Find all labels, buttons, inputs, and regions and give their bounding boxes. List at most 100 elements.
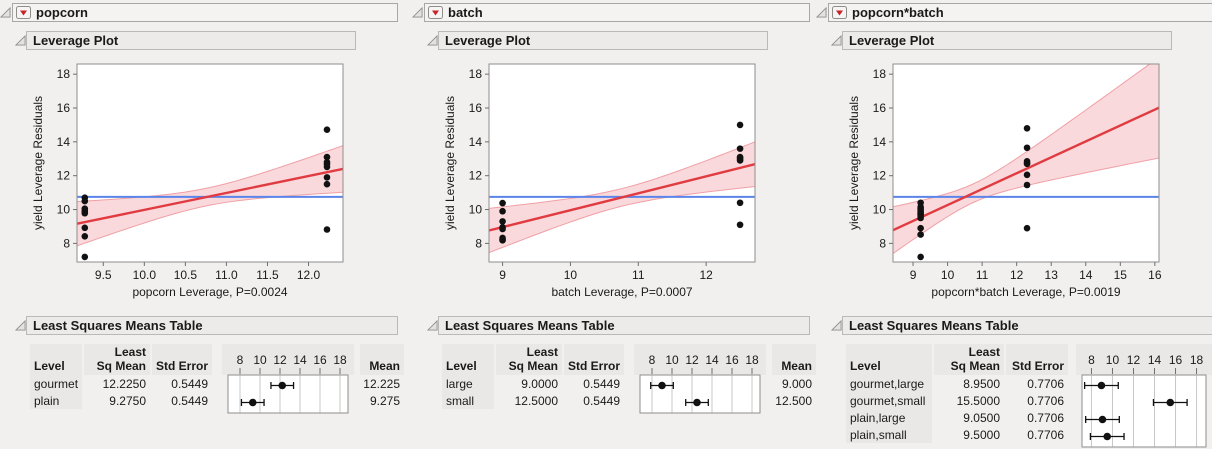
- svg-text:18: 18: [469, 67, 483, 81]
- svg-text:8: 8: [237, 353, 244, 367]
- stderr-cell: 0.5449: [583, 393, 620, 408]
- svg-text:10: 10: [564, 268, 578, 282]
- lsmean-cell: 12.2250: [102, 376, 146, 391]
- svg-text:12: 12: [273, 353, 287, 367]
- level-cell: plain: [30, 392, 82, 409]
- lsm-interval-chart[interactable]: 8 10 12 14 16 18: [222, 344, 354, 415]
- stderr-cell: 0.7706: [1027, 376, 1064, 391]
- red-triangle-menu-button[interactable]: [832, 6, 847, 19]
- column-header-level: Level: [442, 344, 494, 375]
- svg-text:14: 14: [469, 135, 483, 149]
- lsmean-cell: 8.9500: [963, 376, 1000, 391]
- stderr-cell: 0.7706: [1027, 393, 1064, 408]
- section-title: Leverage Plot: [33, 33, 119, 48]
- disclosure-open-icon[interactable]: [831, 35, 842, 46]
- lsmean-cell: 9.2750: [109, 393, 146, 408]
- section-header-leverage-plot[interactable]: Leverage Plot: [438, 31, 768, 50]
- lsmean-cell: 9.5000: [963, 427, 1000, 442]
- svg-text:9.5: 9.5: [95, 268, 112, 282]
- svg-text:yield Leverage Residuals: yield Leverage Residuals: [443, 96, 457, 230]
- lsmean-cell: 9.0500: [963, 410, 1000, 425]
- svg-text:10: 10: [873, 203, 887, 217]
- column-least-sq-mean: Least Sq Mean 9.0000 12.5000: [496, 344, 562, 409]
- disclosure-open-icon[interactable]: [816, 7, 827, 18]
- svg-text:12: 12: [685, 353, 699, 367]
- svg-text:11: 11: [976, 268, 989, 282]
- svg-text:15: 15: [1114, 268, 1128, 282]
- svg-text:13: 13: [1045, 268, 1059, 282]
- svg-text:18: 18: [873, 67, 887, 81]
- level-cell: plain,large: [846, 409, 932, 426]
- level-cell: small: [442, 392, 494, 409]
- svg-text:18: 18: [57, 67, 71, 81]
- lsmean-cell: 15.5000: [956, 393, 1000, 408]
- section-header-leverage-plot[interactable]: Leverage Plot: [26, 31, 356, 50]
- section-header-lsm-table[interactable]: Least Squares Means Table: [438, 316, 810, 335]
- svg-text:11.0: 11.0: [215, 268, 238, 282]
- column-mean: Mean 12.225 9.275: [360, 344, 404, 409]
- svg-text:16: 16: [57, 101, 71, 115]
- svg-text:12: 12: [1127, 353, 1141, 367]
- column-header-level: Level: [30, 344, 82, 375]
- lsm-table: Level gourmet plain Least Sq Mean 12.2250…: [30, 344, 404, 415]
- column-header-std-error: Std Error: [1006, 344, 1068, 375]
- section-header-leverage-plot[interactable]: Leverage Plot: [842, 31, 1172, 50]
- column-header-std-error: Std Error: [564, 344, 624, 375]
- stderr-cell: 0.7706: [1027, 427, 1064, 442]
- column-least-sq-mean: Least Sq Mean 8.9500 15.5000 9.0500 9.500…: [934, 344, 1004, 443]
- outline-header-batch[interactable]: batch: [424, 3, 810, 22]
- svg-text:12: 12: [1010, 268, 1024, 282]
- leverage-plot-popcorn-batch[interactable]: 9 10 11 12 13 14 15 16 8 10 12 14 16 18 popcorn*batch …: [846, 58, 1176, 310]
- svg-text:14: 14: [1079, 268, 1093, 282]
- svg-text:yield Leverage Residuals: yield Leverage Residuals: [31, 96, 45, 230]
- outline-header-popcorn[interactable]: popcorn: [12, 3, 398, 22]
- panel-title: popcorn: [36, 5, 88, 20]
- svg-text:12: 12: [469, 169, 483, 183]
- column-mean: Mean 9.000 12.500: [772, 344, 816, 409]
- section-title: Leverage Plot: [445, 33, 531, 48]
- disclosure-open-icon[interactable]: [831, 320, 842, 331]
- column-level: Level gourmet plain: [30, 344, 82, 409]
- panel-popcorn-batch: popcorn*batch Leverage Plot 9 10 11 12 13 14 1…: [816, 0, 1212, 449]
- leverage-plot-batch[interactable]: 9 10 11 12 8 10 12 14 16 18 batch Leverage, P=0.00…: [442, 58, 772, 310]
- lsm-interval-chart[interactable]: 8 10 12 14 16 18: [634, 344, 766, 415]
- svg-text:9: 9: [910, 268, 917, 282]
- column-std-error: Std Error 0.7706 0.7706 0.7706 0.7706: [1006, 344, 1068, 443]
- svg-text:18: 18: [333, 353, 347, 367]
- section-title: Least Squares Means Table: [445, 318, 615, 333]
- disclosure-open-icon[interactable]: [412, 7, 423, 18]
- column-header-level: Level: [846, 344, 932, 375]
- outline-header-popcorn-batch[interactable]: popcorn*batch: [828, 3, 1212, 22]
- level-cell: gourmet,small: [846, 392, 932, 409]
- svg-text:10: 10: [941, 268, 955, 282]
- column-level: Level large small: [442, 344, 494, 409]
- level-cell: plain,small: [846, 426, 932, 443]
- svg-text:10: 10: [1106, 353, 1120, 367]
- disclosure-open-icon[interactable]: [0, 7, 11, 18]
- svg-text:14: 14: [873, 135, 887, 149]
- disclosure-open-icon[interactable]: [15, 35, 26, 46]
- section-title: Least Squares Means Table: [33, 318, 203, 333]
- svg-text:8: 8: [63, 236, 70, 250]
- disclosure-open-icon[interactable]: [15, 320, 26, 331]
- svg-text:popcorn Leverage, P=0.0024: popcorn Leverage, P=0.0024: [132, 285, 287, 299]
- red-triangle-menu-button[interactable]: [428, 6, 443, 19]
- lsmean-cell: 9.0000: [521, 376, 558, 391]
- disclosure-open-icon[interactable]: [427, 320, 438, 331]
- svg-text:popcorn*batch Leverage, P=0.00: popcorn*batch Leverage, P=0.0019: [931, 285, 1120, 299]
- lsm-interval-chart[interactable]: 8 10 12 14 16 18: [1076, 344, 1212, 449]
- panel-batch: batch Leverage Plot 9 10 11 12 8 10 12 14 16 18 ba…: [412, 0, 816, 446]
- section-title: Leverage Plot: [849, 33, 935, 48]
- mean-cell: 12.225: [363, 376, 400, 391]
- lsmean-cell: 12.5000: [514, 393, 558, 408]
- red-triangle-menu-button[interactable]: [16, 6, 31, 19]
- column-header-mean: Mean: [360, 344, 404, 375]
- svg-text:16: 16: [725, 353, 739, 367]
- disclosure-open-icon[interactable]: [427, 35, 438, 46]
- svg-text:16: 16: [1169, 353, 1183, 367]
- leverage-plot-popcorn[interactable]: 9.5 10.0 10.5 11.0 11.5 12.0 8 10 12 14 16 18 popcor…: [30, 58, 360, 310]
- section-header-lsm-table[interactable]: Least Squares Means Table: [26, 316, 398, 335]
- section-header-lsm-table[interactable]: Least Squares Means Table: [842, 316, 1212, 335]
- level-cell: gourmet: [30, 375, 82, 392]
